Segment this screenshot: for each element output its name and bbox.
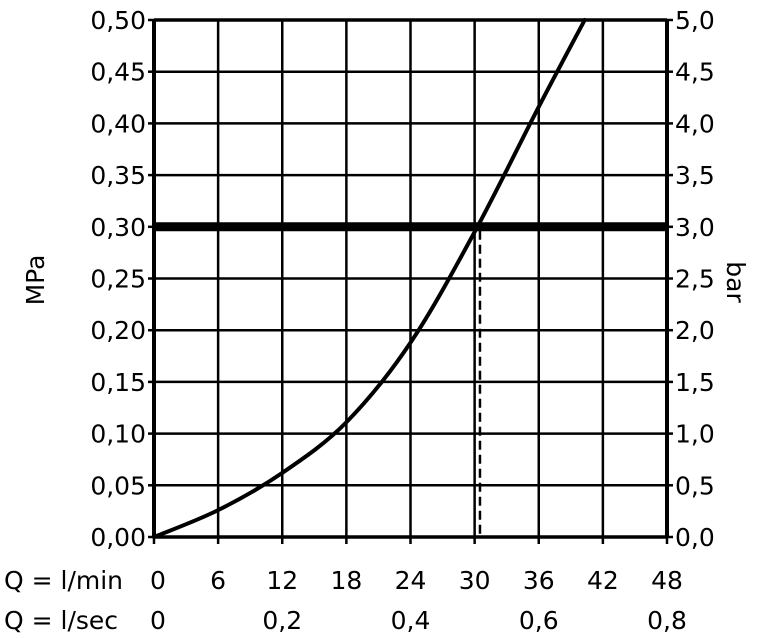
y-tick-label-right: 5,0 bbox=[675, 6, 715, 35]
y-tick-label-left: 0,50 bbox=[90, 6, 146, 35]
y-axis-right-title: bar bbox=[721, 261, 750, 303]
y-tick-label-right: 3,0 bbox=[675, 213, 715, 242]
y-tick-label-left: 0,45 bbox=[90, 58, 146, 87]
x-tick-label-lmin: 12 bbox=[266, 566, 298, 595]
y-tick-label-right: 3,5 bbox=[675, 161, 715, 190]
y-tick-label-left: 0,20 bbox=[90, 316, 146, 345]
y-axis-right-tick-labels: 0,0 0,5 1,0 1,5 2,0 2,5 3,0 3,5 4,0 4,5 5,0 bbox=[675, 6, 715, 552]
x-tick-label-lmin: 42 bbox=[587, 566, 619, 595]
y-tick-label-left: 0,25 bbox=[90, 265, 146, 294]
y-axis-left-tick-labels: 0,00 0,05 0,10 0,15 0,20 0,25 0,30 0,35 0,40 0,45… bbox=[90, 6, 146, 552]
y-tick-label-right: 1,0 bbox=[675, 420, 715, 449]
y-tick-label-left: 0,40 bbox=[90, 109, 146, 138]
x-tick-label-lmin: 6 bbox=[210, 566, 226, 595]
annotations bbox=[154, 222, 667, 537]
x-tick-label-lsec: 0,2 bbox=[262, 606, 302, 635]
x-tick-label-lsec: 0,6 bbox=[519, 606, 559, 635]
x-tick-label-lmin: 36 bbox=[523, 566, 555, 595]
grid-lines bbox=[152, 18, 669, 539]
y-tick-label-left: 0,00 bbox=[90, 523, 146, 552]
x-axis-lsec-tick-labels: 0 0,2 0,4 0,6 0,8 bbox=[150, 606, 687, 635]
flow-curve bbox=[152, 18, 587, 539]
x-tick-label-lsec: 0,8 bbox=[647, 606, 687, 635]
y-tick-label-right: 2,0 bbox=[675, 316, 715, 345]
plot-frame bbox=[152, 18, 669, 539]
x-axis-lmin-tick-labels: 0 6 12 18 24 30 36 42 48 bbox=[150, 566, 683, 595]
x-tick-label-lmin: 0 bbox=[150, 566, 166, 595]
y-tick-label-left: 0,30 bbox=[90, 213, 146, 242]
x-tick-label-lmin: 48 bbox=[651, 566, 683, 595]
y-tick-label-left: 0,15 bbox=[90, 368, 146, 397]
y-tick-label-right: 1,5 bbox=[675, 368, 715, 397]
y-tick-label-right: 0,0 bbox=[675, 523, 715, 552]
y-axis-left-title: MPa bbox=[21, 255, 50, 306]
x-tick-label-lmin: 30 bbox=[459, 566, 491, 595]
y-tick-label-left: 0,05 bbox=[90, 471, 146, 500]
y-tick-label-left: 0,10 bbox=[90, 420, 146, 449]
x-tick-label-lmin: 18 bbox=[330, 566, 362, 595]
x-tick-label-lmin: 24 bbox=[395, 566, 427, 595]
y-tick-label-left: 0,35 bbox=[90, 161, 146, 190]
y-tick-label-right: 4,5 bbox=[675, 58, 715, 87]
y-tick-label-right: 0,5 bbox=[675, 471, 715, 500]
y-tick-label-right: 2,5 bbox=[675, 265, 715, 294]
x-axis-lmin-title: Q = l/min bbox=[4, 566, 123, 595]
y-tick-label-right: 4,0 bbox=[675, 109, 715, 138]
x-axis-lsec-title: Q = l/sec bbox=[4, 606, 118, 635]
x-tick-label-lsec: 0,4 bbox=[391, 606, 431, 635]
x-tick-label-lsec: 0 bbox=[150, 606, 166, 635]
